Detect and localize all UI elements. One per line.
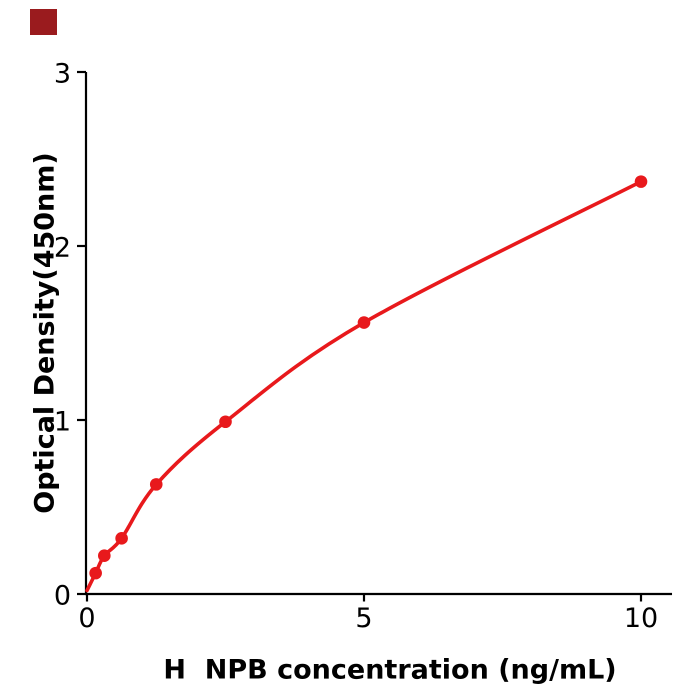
- y-tick-label: 3: [54, 59, 71, 90]
- standard-curve: [85, 179, 643, 593]
- y-axis-title: Optical Density(450nm): [29, 152, 61, 514]
- y-tick-label: 0: [54, 581, 71, 612]
- data-point-marker: [89, 566, 102, 580]
- y-tick-label: 2: [54, 233, 71, 264]
- y-tick-label: 1: [54, 407, 71, 438]
- x-axis-title: H NPB concentration (ng/mL): [163, 654, 617, 686]
- data-point-marker: [115, 532, 128, 545]
- brand-logo-square: [30, 9, 57, 35]
- data-point-marker: [219, 415, 232, 429]
- data-point-marker: [357, 316, 371, 329]
- x-tick-label: 5: [355, 603, 372, 634]
- x-tick-label: 0: [78, 603, 95, 634]
- data-point-marker: [98, 549, 111, 563]
- data-point-marker: [149, 478, 163, 491]
- x-tick-label: 10: [624, 603, 658, 634]
- data-point-marker: [634, 175, 648, 188]
